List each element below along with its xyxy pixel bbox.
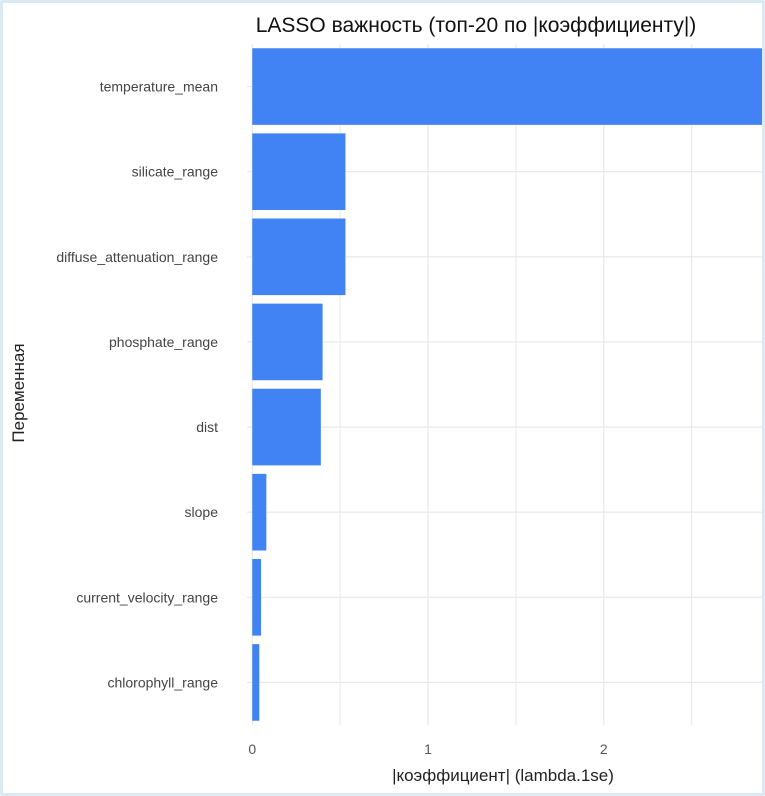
y-tick-label: chlorophyll_range	[107, 674, 218, 690]
x-tick-labels: 0 1 2	[248, 741, 608, 757]
bar-dist	[252, 388, 321, 466]
y-tick-label: silicate_range	[132, 164, 219, 180]
x-tick-label: 2	[600, 741, 608, 757]
x-tick-label: 1	[424, 741, 432, 757]
y-tick-label: dist	[196, 419, 218, 435]
bar-phosphate-range	[252, 303, 323, 381]
bar-temperature-mean	[252, 48, 762, 125]
bar-slope	[252, 473, 267, 551]
y-tick-label: slope	[185, 504, 219, 520]
bar-chlorophyll-range	[252, 644, 260, 721]
bar-silicate-range	[252, 133, 346, 210]
y-tick-label: phosphate_range	[109, 334, 218, 350]
bar-current-velocity-range	[252, 559, 262, 636]
chart-title: LASSO важность (топ-20 по |коэффициенту|…	[256, 14, 697, 37]
y-tick-label: diffuse_attenuation_range	[56, 249, 218, 265]
y-tick-label: temperature_mean	[100, 79, 218, 95]
bar-layer	[252, 48, 762, 721]
y-tick-label: current_velocity_range	[76, 589, 218, 605]
bar-diffuse-attenuation-range	[252, 218, 346, 296]
x-tick-label: 0	[248, 741, 256, 757]
y-axis-title: Переменная	[9, 343, 28, 442]
x-axis-title: |коэффициент| (lambda.1se)	[392, 766, 614, 785]
y-tick-labels: temperature_mean silicate_range diffuse_at…	[56, 79, 218, 691]
